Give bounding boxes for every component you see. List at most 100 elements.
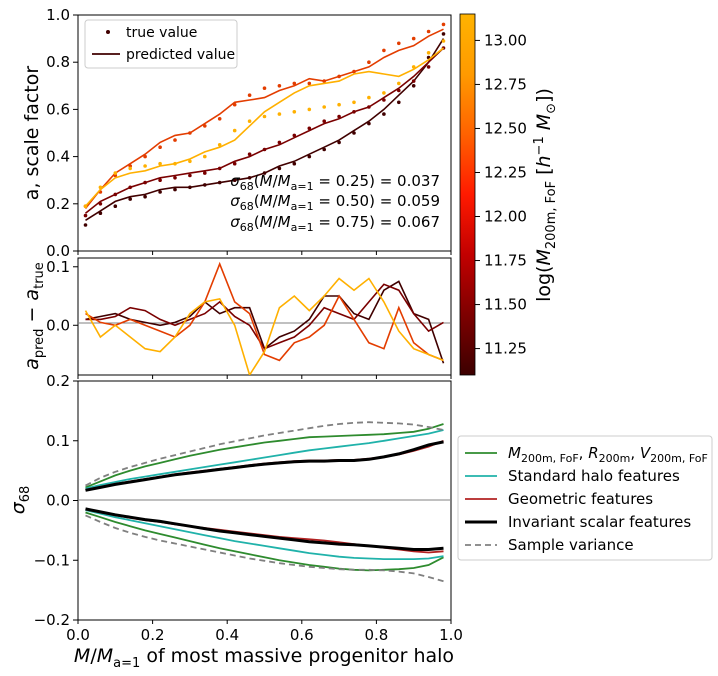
xtick-label-2: 0.4 bbox=[215, 626, 239, 644]
true-value-point-m12.9-7 bbox=[188, 159, 192, 164]
true-value-point-m12.9-14 bbox=[292, 110, 297, 114]
true-value-point-m12.9-3 bbox=[128, 166, 132, 171]
sigma68-lower-line-4 bbox=[85, 514, 444, 583]
sigma68-upper-line-3 bbox=[85, 440, 444, 492]
true-value-point-m11.6-7 bbox=[188, 173, 192, 178]
colorbar-label: log(M200m, FoF [h−1 M⊙]) bbox=[532, 88, 559, 302]
true-value-point-m12.9-16 bbox=[322, 105, 327, 109]
colorbar-tick-label-6: 12.75 bbox=[484, 75, 527, 93]
bottom-ytick-label-1: 0.1 bbox=[46, 432, 70, 450]
true-value-point-m12.9-15 bbox=[307, 107, 312, 112]
true-value-point-m12.2-22 bbox=[411, 36, 416, 41]
top-ytick-label-4: 0.8 bbox=[46, 53, 70, 71]
true-value-point-m12.2-19 bbox=[367, 60, 371, 64]
bottom-legend: M200m, FoF, R200m, V200m, FoF Standard ha… bbox=[457, 435, 713, 561]
true-value-point-m11.1-24 bbox=[441, 32, 446, 36]
legend-true-value-label: true value bbox=[126, 25, 197, 41]
true-value-point-m11.1-6 bbox=[173, 187, 177, 192]
axis-ticks: 0.00.20.40.60.81.00.10.00.20.10.0−0.1−0.… bbox=[34, 6, 463, 644]
true-value-point-m11.6-17 bbox=[337, 114, 341, 119]
sigma68-upper-line-1 bbox=[85, 429, 444, 490]
colorbar-tick-label-5: 12.50 bbox=[484, 119, 527, 137]
top-legend-box bbox=[84, 19, 238, 69]
true-value-point-m11.1-21 bbox=[397, 100, 401, 105]
true-value-point-m11.6-11 bbox=[247, 152, 252, 156]
colorbar-tick-label-3: 12.00 bbox=[484, 208, 527, 226]
true-value-point-m12.2-14 bbox=[292, 81, 297, 86]
true-value-point-m12.2-11 bbox=[247, 93, 252, 97]
colorbar-tick-label-0: 11.25 bbox=[484, 340, 527, 358]
true-value-point-m12.2-15 bbox=[307, 81, 312, 86]
top-legend: true value predicted value bbox=[84, 19, 238, 69]
true-value-point-m11.6-15 bbox=[307, 126, 312, 131]
predicted-value-line-m12.9 bbox=[84, 47, 444, 207]
legend-true-value-marker bbox=[106, 30, 110, 34]
true-value-point-m11.1-2 bbox=[113, 204, 118, 208]
legend-label-0: M200m, FoF, R200m, V200m, FoF bbox=[508, 444, 708, 465]
xtick-label-1: 0.2 bbox=[141, 626, 165, 644]
true-value-point-m12.9-5 bbox=[158, 161, 162, 166]
middle-ytick-label-1: 0.0 bbox=[46, 316, 70, 334]
true-value-point-m12.2-24 bbox=[441, 22, 446, 27]
true-value-point-m11.1-22 bbox=[411, 84, 416, 88]
true-value-point-m11.1-16 bbox=[322, 147, 327, 152]
true-value-point-m12.9-17 bbox=[337, 102, 341, 107]
true-value-point-m12.9-23 bbox=[426, 51, 431, 55]
bottom-ytick-label-4: −0.2 bbox=[34, 611, 70, 629]
bottom-xlabel: M/Ma=1 of most massive progenitor halo bbox=[74, 645, 454, 671]
top-ytick-label-3: 0.6 bbox=[46, 100, 70, 118]
bottom-ylabel: σ68 bbox=[7, 486, 33, 515]
true-value-point-m12.2-5 bbox=[158, 145, 162, 149]
true-value-point-m11.6-13 bbox=[277, 140, 282, 145]
true-value-point-m11.6-10 bbox=[232, 161, 237, 166]
true-value-point-m11.6-14 bbox=[292, 133, 297, 138]
true-value-point-m11.1-13 bbox=[277, 166, 282, 171]
bottom-ytick-label-3: −0.1 bbox=[34, 551, 70, 569]
colorbar-tick-label-7: 13.00 bbox=[484, 31, 527, 49]
residual-line-m12.2 bbox=[85, 261, 444, 362]
xtick-label-5: 1.0 bbox=[439, 626, 463, 644]
true-value-point-m12.9-10 bbox=[232, 128, 237, 133]
sigma68-upper-line-4 bbox=[85, 421, 444, 487]
true-value-point-m12.9-12 bbox=[262, 114, 267, 119]
true-value-point-m11.1-0 bbox=[83, 223, 88, 227]
true-value-point-m12.9-9 bbox=[217, 143, 222, 147]
top-ylabel: a, scale factor bbox=[21, 66, 43, 201]
sigma68-upper-line-0 bbox=[85, 423, 444, 489]
true-value-point-m12.9-11 bbox=[247, 119, 252, 123]
true-value-point-m12.9-21 bbox=[397, 81, 401, 86]
true-value-point-m12.9-18 bbox=[352, 100, 356, 105]
middle-panel-frame bbox=[77, 257, 452, 376]
top-panel-marks bbox=[83, 22, 446, 227]
true-value-point-m11.6-23 bbox=[426, 65, 431, 69]
true-value-point-m11.1-20 bbox=[382, 112, 386, 116]
true-value-point-m12.2-9 bbox=[217, 117, 222, 121]
xtick-label-0: 0.0 bbox=[66, 626, 90, 644]
bottom-panel-marks bbox=[85, 421, 444, 583]
true-value-point-m11.6-8 bbox=[203, 171, 207, 175]
top-ytick-label-2: 0.4 bbox=[46, 148, 70, 166]
true-value-point-m11.6-22 bbox=[411, 79, 416, 83]
annotation-sigma-075: σ68(M/Ma=1 = 0.75) = 0.067 bbox=[230, 213, 440, 234]
residual-line-m11.6 bbox=[85, 283, 444, 350]
true-value-point-m12.2-6 bbox=[173, 138, 177, 142]
colorbar-tick-label-2: 11.75 bbox=[484, 252, 527, 270]
top-ytick-label-5: 1.0 bbox=[46, 6, 70, 24]
true-value-point-m12.9-24 bbox=[441, 39, 446, 43]
true-value-point-m11.1-3 bbox=[128, 197, 132, 201]
xtick-label-4: 0.8 bbox=[364, 626, 388, 644]
bottom-legend-box bbox=[457, 435, 713, 561]
middle-ytick-label-0: 0.1 bbox=[46, 258, 70, 276]
colorbar-tick-label-4: 12.25 bbox=[484, 163, 527, 181]
true-value-point-m12.2-12 bbox=[262, 86, 267, 90]
true-value-point-m12.2-23 bbox=[426, 29, 431, 34]
colorbar-tick-label-1: 11.50 bbox=[484, 296, 527, 314]
sigma-annotations: σ68(M/Ma=1 = 0.25) = 0.037 σ68(M/Ma=1 = … bbox=[230, 172, 440, 234]
true-value-point-m12.9-4 bbox=[143, 164, 147, 168]
top-ytick-label-1: 0.2 bbox=[46, 195, 70, 213]
true-value-point-m11.6-5 bbox=[158, 178, 162, 182]
true-value-point-m12.9-13 bbox=[277, 112, 282, 116]
true-value-point-m12.2-13 bbox=[277, 84, 282, 88]
true-value-point-m12.2-21 bbox=[397, 41, 401, 46]
middle-panel-marks bbox=[84, 261, 445, 375]
